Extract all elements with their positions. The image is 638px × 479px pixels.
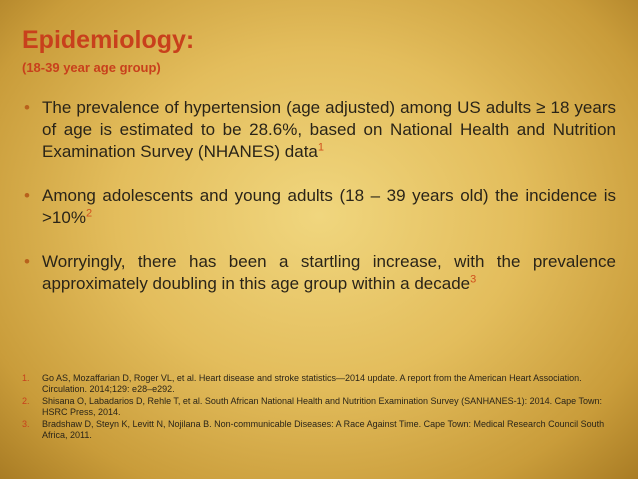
slide-title: Epidemiology: [22,26,195,54]
reference-number: 1. [22,373,30,383]
slide-subtitle: (18-39 year age group) [22,60,161,75]
bullet-text: Among adolescents and young adults (18 –… [42,186,616,227]
reference: 1. Go AS, Mozaffarian D, Roger VL, et al.… [22,373,612,395]
bullet-dot: • [24,186,30,205]
reference-text: Shisana O, Labadarios D, Rehle T, et al.… [42,396,602,417]
reference: 3. Bradshaw D, Steyn K, Levitt N, Nojilan… [22,419,612,441]
bullet-dot: • [24,98,30,117]
footnote-marker: 1 [317,141,325,154]
reference-text: Bradshaw D, Steyn K, Levitt N, Nojilana … [42,419,605,440]
reference-number: 3. [22,419,30,429]
reference-number: 2. [22,396,30,406]
bullet-list: • The prevalence of hypertension (age adj… [22,97,616,317]
bullet: • The prevalence of hypertension (age adj… [22,97,616,163]
bullet-text: The prevalence of hypertension (age adju… [42,98,616,161]
bullet: • Worryingly, there has been a startling … [22,251,616,295]
bullet: • Among adolescents and young adults (18 … [22,185,616,229]
bullet-dot: • [24,252,30,271]
reference-text: Go AS, Mozaffarian D, Roger VL, et al. H… [42,373,582,394]
reference: 2. Shisana O, Labadarios D, Rehle T, et a… [22,396,612,418]
bullet-text: Worryingly, there has been a startling i… [42,252,616,293]
reference-list: 1. Go AS, Mozaffarian D, Roger VL, et al.… [22,373,612,442]
footnote-marker: 2 [85,207,93,220]
footnote-marker: 3 [470,273,477,286]
